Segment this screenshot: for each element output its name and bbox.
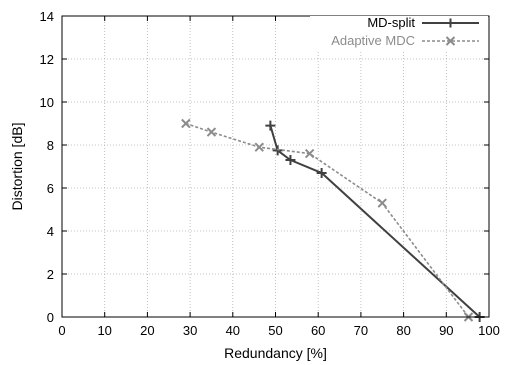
legend-label-adaptive-mdc: Adaptive MDC — [331, 33, 415, 48]
series-line-md-split — [269, 125, 481, 318]
x-tick-label: 50 — [268, 323, 282, 338]
legend-entry-md-split: MD-split — [367, 15, 479, 30]
series-adaptive-mdc — [181, 118, 474, 322]
x-tick-label: 20 — [140, 323, 154, 338]
x-axis-label: Redundancy [%] — [224, 345, 327, 361]
data-point — [254, 142, 264, 152]
data-point — [377, 198, 387, 208]
legend-marker-md-split — [446, 18, 455, 28]
x-tick-label: 40 — [226, 323, 240, 338]
data-point — [206, 127, 217, 137]
y-tick-label: 4 — [47, 224, 54, 239]
legend-entry-adaptive-mdc: Adaptive MDC — [331, 33, 479, 48]
data-point — [272, 145, 283, 156]
y-tick-label: 2 — [47, 267, 54, 282]
axis-ticks: 0 10 20 30 40 50 60 70 80 90 100 0 2 4 6 8 10 12 14 — [40, 9, 500, 338]
legend: MD-split Adaptive MDC — [310, 15, 488, 50]
y-tick-label: 12 — [40, 52, 54, 67]
x-tick-label: 100 — [478, 323, 500, 338]
x-tick-label: 80 — [396, 323, 410, 338]
data-point — [316, 167, 327, 178]
data-point — [265, 120, 276, 131]
x-tick-label: 70 — [354, 323, 368, 338]
series-layer — [181, 118, 485, 322]
legend-marker-adaptive-mdc — [445, 36, 456, 46]
x-tick-label: 10 — [97, 323, 111, 338]
legend-label-md-split: MD-split — [367, 15, 415, 30]
y-tick-label: 0 — [47, 310, 54, 325]
data-point — [304, 148, 315, 159]
x-tick-label: 60 — [311, 323, 325, 338]
legend-box — [310, 16, 488, 50]
y-tick-label: 8 — [47, 138, 54, 153]
data-point — [285, 155, 296, 166]
grid — [62, 16, 489, 317]
data-point — [181, 118, 191, 129]
y-tick-label: 6 — [47, 181, 54, 196]
y-tick-label: 10 — [40, 95, 54, 110]
series-line-adaptive-mdc — [185, 122, 470, 318]
y-tick-label: 14 — [40, 9, 54, 24]
x-tick-label: 0 — [58, 323, 65, 338]
y-axis-label: Distortion [dB] — [9, 123, 25, 211]
x-tick-label: 90 — [439, 323, 453, 338]
x-tick-label: 30 — [183, 323, 197, 338]
series-md-split — [265, 120, 485, 322]
